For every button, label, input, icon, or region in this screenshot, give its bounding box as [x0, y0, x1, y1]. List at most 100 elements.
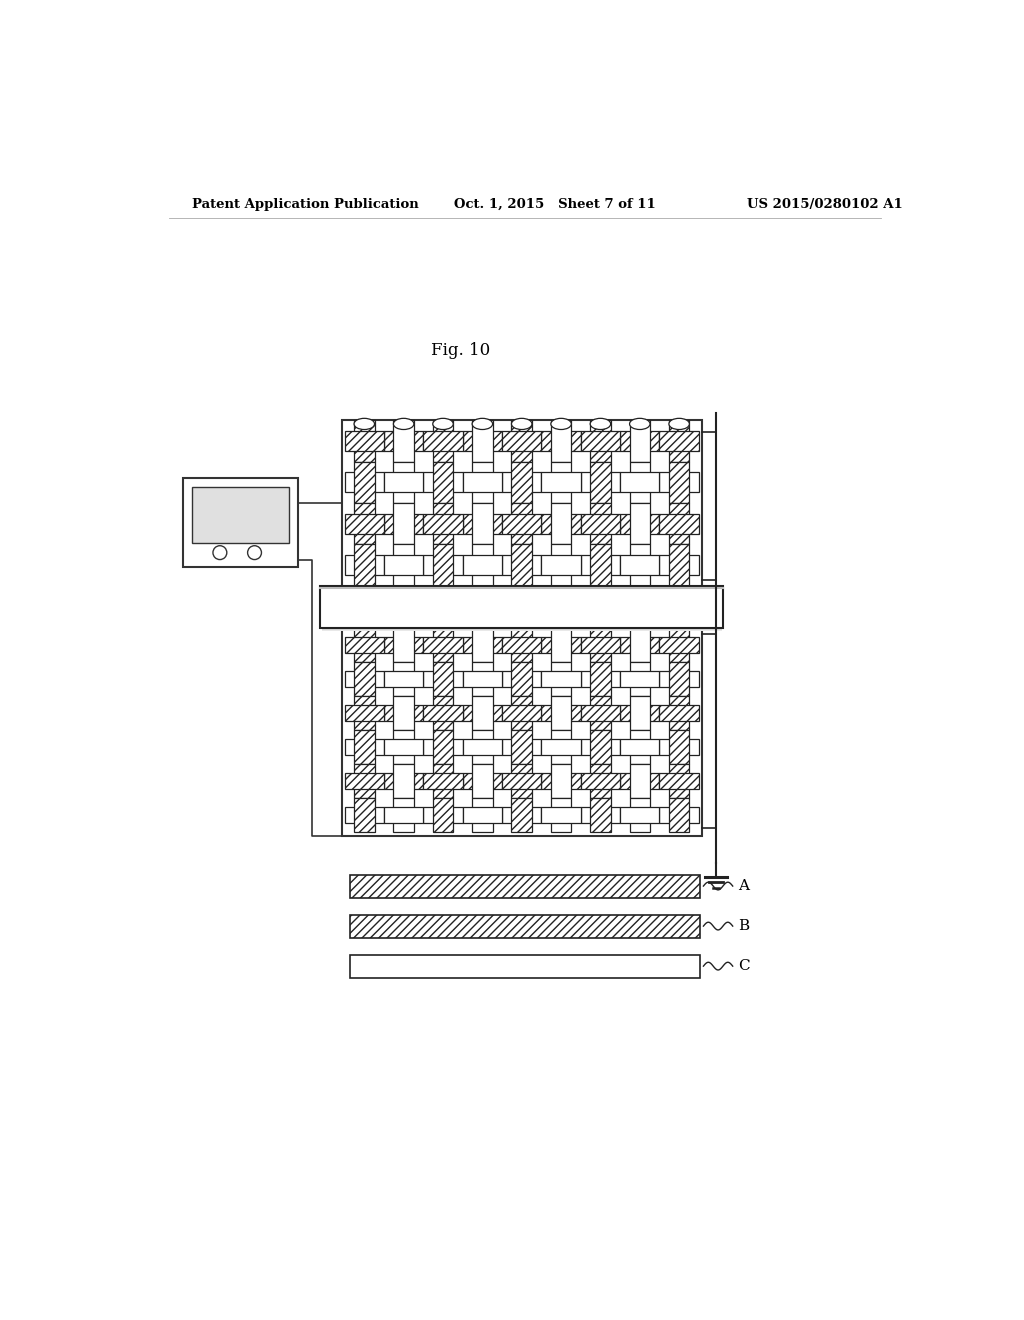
- Bar: [463, 807, 502, 824]
- Bar: [630, 503, 650, 544]
- Text: C: C: [738, 960, 750, 973]
- Bar: [659, 807, 698, 824]
- Bar: [393, 503, 414, 544]
- Bar: [345, 556, 384, 576]
- Bar: [621, 513, 659, 533]
- Bar: [423, 705, 463, 721]
- Bar: [630, 764, 650, 799]
- Bar: [669, 764, 689, 799]
- Bar: [630, 544, 650, 586]
- Bar: [669, 799, 689, 832]
- Text: A: A: [738, 879, 750, 894]
- Bar: [384, 556, 423, 576]
- Bar: [345, 671, 384, 688]
- Bar: [551, 663, 571, 696]
- Bar: [345, 473, 384, 492]
- Bar: [384, 671, 423, 688]
- Bar: [502, 638, 542, 653]
- Bar: [542, 430, 581, 451]
- Text: Patent Application Publication: Patent Application Publication: [193, 198, 419, 211]
- Bar: [345, 774, 384, 789]
- Bar: [472, 420, 493, 462]
- Bar: [669, 462, 689, 503]
- Bar: [590, 730, 610, 764]
- Ellipse shape: [669, 418, 689, 429]
- Ellipse shape: [551, 418, 571, 429]
- Bar: [423, 513, 463, 533]
- Bar: [659, 556, 698, 576]
- Bar: [542, 473, 581, 492]
- Bar: [581, 807, 621, 824]
- Bar: [472, 663, 493, 696]
- Bar: [542, 774, 581, 789]
- Bar: [511, 764, 531, 799]
- Bar: [354, 696, 375, 730]
- Bar: [472, 503, 493, 544]
- Bar: [542, 556, 581, 576]
- Bar: [393, 462, 414, 503]
- Bar: [472, 462, 493, 503]
- Bar: [669, 696, 689, 730]
- Bar: [502, 671, 542, 688]
- Bar: [581, 705, 621, 721]
- Bar: [423, 556, 463, 576]
- Bar: [669, 730, 689, 764]
- Text: B: B: [738, 919, 750, 933]
- Bar: [350, 915, 700, 937]
- Bar: [354, 462, 375, 503]
- Bar: [590, 503, 610, 544]
- Bar: [621, 739, 659, 755]
- Ellipse shape: [472, 418, 493, 429]
- Bar: [345, 513, 384, 533]
- Bar: [393, 764, 414, 799]
- Bar: [542, 671, 581, 688]
- Bar: [463, 705, 502, 721]
- Bar: [393, 799, 414, 832]
- Bar: [322, 627, 722, 628]
- Bar: [472, 764, 493, 799]
- Bar: [354, 764, 375, 799]
- Bar: [581, 513, 621, 533]
- Bar: [659, 774, 698, 789]
- Bar: [511, 462, 531, 503]
- Bar: [502, 774, 542, 789]
- Bar: [659, 638, 698, 653]
- Bar: [345, 807, 384, 824]
- Bar: [621, 430, 659, 451]
- Ellipse shape: [511, 418, 531, 429]
- Bar: [659, 705, 698, 721]
- Bar: [590, 462, 610, 503]
- Bar: [350, 954, 700, 978]
- Bar: [581, 671, 621, 688]
- Bar: [542, 807, 581, 824]
- Bar: [669, 503, 689, 544]
- Bar: [433, 503, 454, 544]
- Bar: [433, 663, 454, 696]
- Bar: [630, 462, 650, 503]
- Bar: [551, 696, 571, 730]
- Bar: [393, 420, 414, 462]
- Bar: [322, 628, 722, 631]
- Bar: [542, 739, 581, 755]
- Bar: [502, 473, 542, 492]
- Bar: [542, 513, 581, 533]
- Bar: [463, 638, 502, 653]
- Ellipse shape: [630, 418, 650, 429]
- Bar: [511, 420, 531, 462]
- Bar: [511, 628, 531, 663]
- Bar: [393, 544, 414, 586]
- Bar: [433, 462, 454, 503]
- Bar: [621, 556, 659, 576]
- Bar: [581, 430, 621, 451]
- Bar: [393, 696, 414, 730]
- Bar: [393, 628, 414, 663]
- Bar: [342, 420, 701, 836]
- Bar: [472, 730, 493, 764]
- Bar: [621, 774, 659, 789]
- Bar: [433, 764, 454, 799]
- Bar: [511, 663, 531, 696]
- Bar: [630, 696, 650, 730]
- Bar: [502, 430, 542, 451]
- Bar: [423, 473, 463, 492]
- Bar: [393, 730, 414, 764]
